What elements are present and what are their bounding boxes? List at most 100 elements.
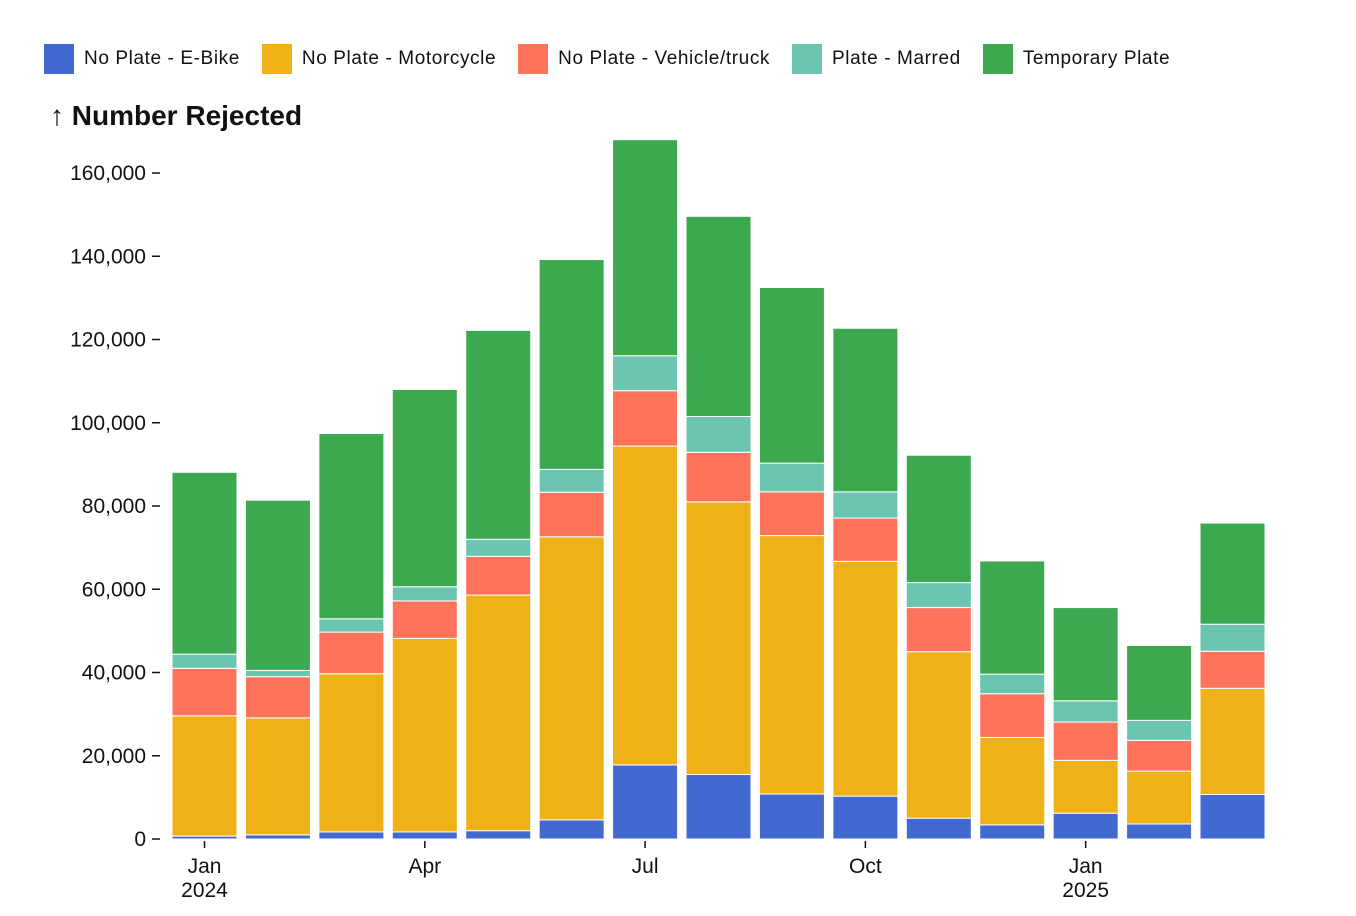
bar-segment-2024-04-series-0[interactable] (391, 831, 458, 840)
bar-segment-2025-03-series-3[interactable] (1199, 623, 1266, 652)
x-tick-sublabel: 2024 (181, 879, 228, 902)
bar-segment-2024-10-series-4[interactable] (832, 327, 899, 493)
bar-segment-2024-09-series-4[interactable] (758, 286, 825, 464)
legend-item-plate-marred[interactable]: Plate - Marred (792, 44, 961, 74)
bar-segment-2024-02-series-2[interactable] (244, 676, 311, 719)
bar-segment-2024-05-series-4[interactable] (465, 329, 532, 540)
x-tick-sublabel: 2025 (1062, 879, 1109, 902)
y-tick-label: 120,000 (70, 329, 146, 352)
y-tick-label: 140,000 (70, 245, 146, 268)
y-tick-label: 100,000 (70, 412, 146, 435)
legend-label-plate-marred: Plate - Marred (832, 48, 961, 69)
bar-segment-2024-11-series-2[interactable] (905, 607, 972, 653)
bar-segment-2024-10-series-1[interactable] (832, 560, 899, 797)
bar-segment-2024-11-series-1[interactable] (905, 651, 972, 819)
bar-segment-2024-09-series-1[interactable] (758, 535, 825, 795)
bar-segment-2024-12-series-3[interactable] (979, 673, 1046, 695)
bar-segment-2025-01-series-3[interactable] (1052, 700, 1119, 723)
bar-segment-2024-08-series-0[interactable] (685, 773, 752, 840)
bar-segment-2024-06-series-4[interactable] (538, 259, 605, 470)
bar-segment-2024-12-series-4[interactable] (979, 560, 1046, 675)
bar-segment-2024-03-series-3[interactable] (318, 618, 385, 633)
bar-segment-2024-08-series-2[interactable] (685, 451, 752, 503)
bar-segment-2024-07-series-2[interactable] (612, 390, 679, 447)
bar-segment-2025-03-series-2[interactable] (1199, 650, 1266, 689)
y-tick-label: 20,000 (82, 745, 146, 768)
bar-segment-2024-11-series-3[interactable] (905, 582, 972, 609)
bar-segment-2024-02-series-3[interactable] (244, 669, 311, 678)
bar-segment-2024-07-series-4[interactable] (612, 139, 679, 357)
bar-segment-2024-02-series-4[interactable] (244, 499, 311, 671)
legend-label-vehicle-truck: No Plate - Vehicle/truck (558, 48, 771, 69)
bar-segment-2024-10-series-2[interactable] (832, 517, 899, 562)
bar-segment-2024-12-series-0[interactable] (979, 824, 1046, 840)
bar-segment-2024-03-series-2[interactable] (318, 631, 385, 675)
legend-item-ebike[interactable]: No Plate - E-Bike (44, 44, 240, 74)
x-tick-label: Apr (408, 855, 441, 878)
bar-segment-2024-06-series-0[interactable] (538, 819, 605, 840)
bar-segment-2024-04-series-4[interactable] (391, 388, 458, 588)
bar-segment-2024-07-series-3[interactable] (612, 355, 679, 392)
x-tick-label: Jan (188, 855, 222, 878)
bar-segment-2024-05-series-0[interactable] (465, 830, 532, 840)
bar-segment-2024-01-series-2[interactable] (171, 667, 238, 717)
bar-segment-2024-10-series-0[interactable] (832, 795, 899, 840)
bar-segment-2025-01-series-1[interactable] (1052, 759, 1119, 814)
y-tick-label: 60,000 (82, 578, 146, 601)
bar-segment-2024-06-series-1[interactable] (538, 536, 605, 821)
bar-segment-2024-08-series-3[interactable] (685, 416, 752, 453)
bar-segment-2024-11-series-4[interactable] (905, 454, 972, 584)
bar-segment-2024-09-series-0[interactable] (758, 793, 825, 840)
bar-segment-2024-03-series-0[interactable] (318, 831, 385, 840)
legend-item-temporary-plate[interactable]: Temporary Plate (982, 44, 1171, 74)
bar-segment-2024-04-series-1[interactable] (391, 637, 458, 833)
y-tick-label: 0 (134, 828, 146, 851)
bar-segment-2025-02-series-4[interactable] (1126, 644, 1193, 721)
bar-segment-2024-05-series-2[interactable] (465, 555, 532, 596)
y-tick-label: 80,000 (82, 495, 146, 518)
bar-segment-2025-01-series-0[interactable] (1052, 812, 1119, 840)
bar-segment-2025-03-series-4[interactable] (1199, 522, 1266, 625)
x-tick-label: Jul (632, 855, 659, 878)
bar-segment-2024-05-series-3[interactable] (465, 538, 532, 557)
bar-segment-2024-05-series-1[interactable] (465, 594, 532, 832)
bar-segment-2024-10-series-3[interactable] (832, 491, 899, 519)
bar-segment-2025-03-series-0[interactable] (1199, 793, 1266, 840)
bar-segment-2025-03-series-1[interactable] (1199, 687, 1266, 795)
bar-segment-2024-06-series-3[interactable] (538, 468, 605, 493)
bar-segment-2024-06-series-2[interactable] (538, 491, 605, 538)
legend-item-motorcycle[interactable]: No Plate - Motorcycle (261, 44, 497, 74)
bar-segment-2024-02-series-1[interactable] (244, 717, 311, 836)
bar-segment-2024-11-series-0[interactable] (905, 817, 972, 840)
bar-segment-2025-02-series-0[interactable] (1126, 823, 1193, 840)
bar-segment-2024-03-series-1[interactable] (318, 673, 385, 833)
bar-segment-2024-12-series-2[interactable] (979, 693, 1046, 738)
x-tick-label: Oct (849, 855, 882, 878)
bar-segment-2025-02-series-3[interactable] (1126, 719, 1193, 741)
bar-segment-2024-09-series-3[interactable] (758, 462, 825, 493)
bar-segment-2025-02-series-1[interactable] (1126, 770, 1193, 825)
legend-label-motorcycle: No Plate - Motorcycle (301, 48, 497, 69)
bar-segment-2024-08-series-4[interactable] (685, 215, 752, 418)
bar-segment-2024-04-series-2[interactable] (391, 600, 458, 639)
bar-segment-2024-04-series-3[interactable] (391, 586, 458, 602)
bar-segment-2024-02-series-0[interactable] (244, 834, 311, 840)
bar-segment-2024-01-series-3[interactable] (171, 653, 238, 669)
bar-segment-2025-01-series-4[interactable] (1052, 607, 1119, 702)
bar-segment-2024-08-series-1[interactable] (685, 501, 752, 775)
legend-item-vehicle-truck[interactable]: No Plate - Vehicle/truck (518, 44, 770, 74)
bar-segment-2024-07-series-0[interactable] (612, 764, 679, 840)
bar-segment-2024-07-series-1[interactable] (612, 445, 679, 766)
legend-swatch-vehicle-truck (518, 44, 549, 74)
legend-label-temporary-plate: Temporary Plate (1022, 48, 1171, 69)
bar-segment-2024-01-series-1[interactable] (171, 715, 238, 837)
bar-segment-2024-03-series-4[interactable] (318, 433, 385, 620)
bar-segment-2025-01-series-2[interactable] (1052, 721, 1119, 761)
bar-segment-2024-12-series-1[interactable] (979, 736, 1046, 826)
legend-label-ebike: No Plate - E-Bike (84, 48, 240, 69)
x-tick-label: Jan (1069, 855, 1103, 878)
bar-segment-2024-01-series-4[interactable] (171, 471, 238, 655)
bar-segment-2025-02-series-2[interactable] (1126, 739, 1193, 772)
bar-segment-2024-09-series-2[interactable] (758, 491, 825, 537)
